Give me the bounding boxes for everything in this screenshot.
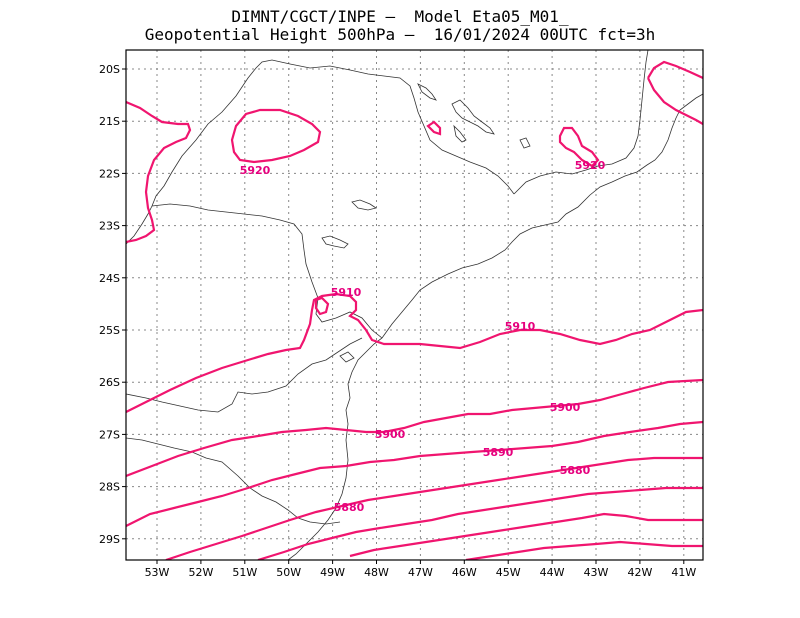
lat-tick-label: 20S [99,63,120,76]
lat-tick-label: 26S [99,376,120,389]
map-frame [125,49,704,561]
state-border-4 [126,59,515,245]
contour-line-5900 [126,378,703,478]
contour-line-5885 [165,456,703,560]
lat-tick-label: 24S [99,272,120,285]
lon-tick-label: 43W [584,566,609,579]
lake-1 [417,83,437,101]
lake-2 [451,99,495,135]
contour-label-5890: 5890 [483,446,514,459]
contour-label-5880: 5880 [334,501,365,514]
contour-line-5920-northeast [647,60,703,79]
lake-7 [339,351,355,363]
contour-line-5920-northeast-2 [647,77,703,125]
contour-label-5910: 5910 [331,286,362,299]
coastlines-borders [126,50,703,560]
lon-tick-label: 53W [145,566,170,579]
contour-line-5910 [126,292,703,413]
contour-line-5920-small-loop [426,120,442,136]
lon-tick-label: 49W [320,566,345,579]
lon-tick-label: 50W [276,566,301,579]
lake-4 [321,235,349,249]
lake-6 [519,137,531,149]
contour-label-5920: 5920 [575,159,606,172]
contour-line-5910-loop [314,296,330,316]
lake-3 [453,124,467,143]
contour-label-5920: 5920 [240,164,271,177]
geopotential-contours [126,60,703,560]
state-border-2 [126,437,341,525]
lat-tick-label: 25S [99,324,120,337]
lon-tick-label: 52W [188,566,213,579]
contour-line-5920-east-loop [558,126,600,168]
contour-label-5910: 5910 [505,320,536,333]
lake-5 [351,199,377,211]
lon-tick-label: 45W [496,566,521,579]
state-border-5 [513,50,649,195]
state-border-3 [151,203,383,339]
contour-label-5900: 5900 [375,428,406,441]
lat-tick-label: 27S [99,428,120,441]
state-border-1 [126,337,363,413]
lat-tick-label: 23S [99,220,120,233]
contour-line-5875 [349,512,703,558]
contour-line-5920-west-loop [126,100,192,244]
lat-tick-label: 28S [99,481,120,494]
lon-tick-label: 41W [671,566,696,579]
graticule [126,50,703,560]
axis-ticks: 20S 21S 22S 23S 24S 25S 26S 27S 28S 29S 53W 52W 51W 5… [99,63,696,579]
map-title-line2: Geopotential Height 500hPa – 16/01/2024 … [144,25,656,44]
lat-tick-label: 22S [99,167,120,180]
lon-tick-label: 47W [408,566,433,579]
coastline-south [287,337,383,560]
contour-line-5890 [126,420,703,527]
lon-tick-label: 51W [232,566,257,579]
contour-line-5870 [465,540,703,560]
lon-tick-label: 46W [452,566,477,579]
contour-line-5880 [257,486,703,560]
lon-tick-label: 42W [627,566,652,579]
contour-label-5880: 5880 [560,464,591,477]
lat-tick-label: 21S [99,115,120,128]
coastline-path [381,93,703,339]
contour-labels: 5920 5920 5910 5910 5900 5900 5890 5880 … [240,159,606,514]
lat-tick-label: 29S [99,533,120,546]
contour-line-5920-central-loop [230,108,322,164]
lon-tick-label: 48W [364,566,389,579]
lon-tick-label: 44W [540,566,565,579]
contour-label-5900: 5900 [550,401,581,414]
map-title-line1: DIMNT/CGCT/INPE – Model Eta05_M01_ [231,7,569,26]
